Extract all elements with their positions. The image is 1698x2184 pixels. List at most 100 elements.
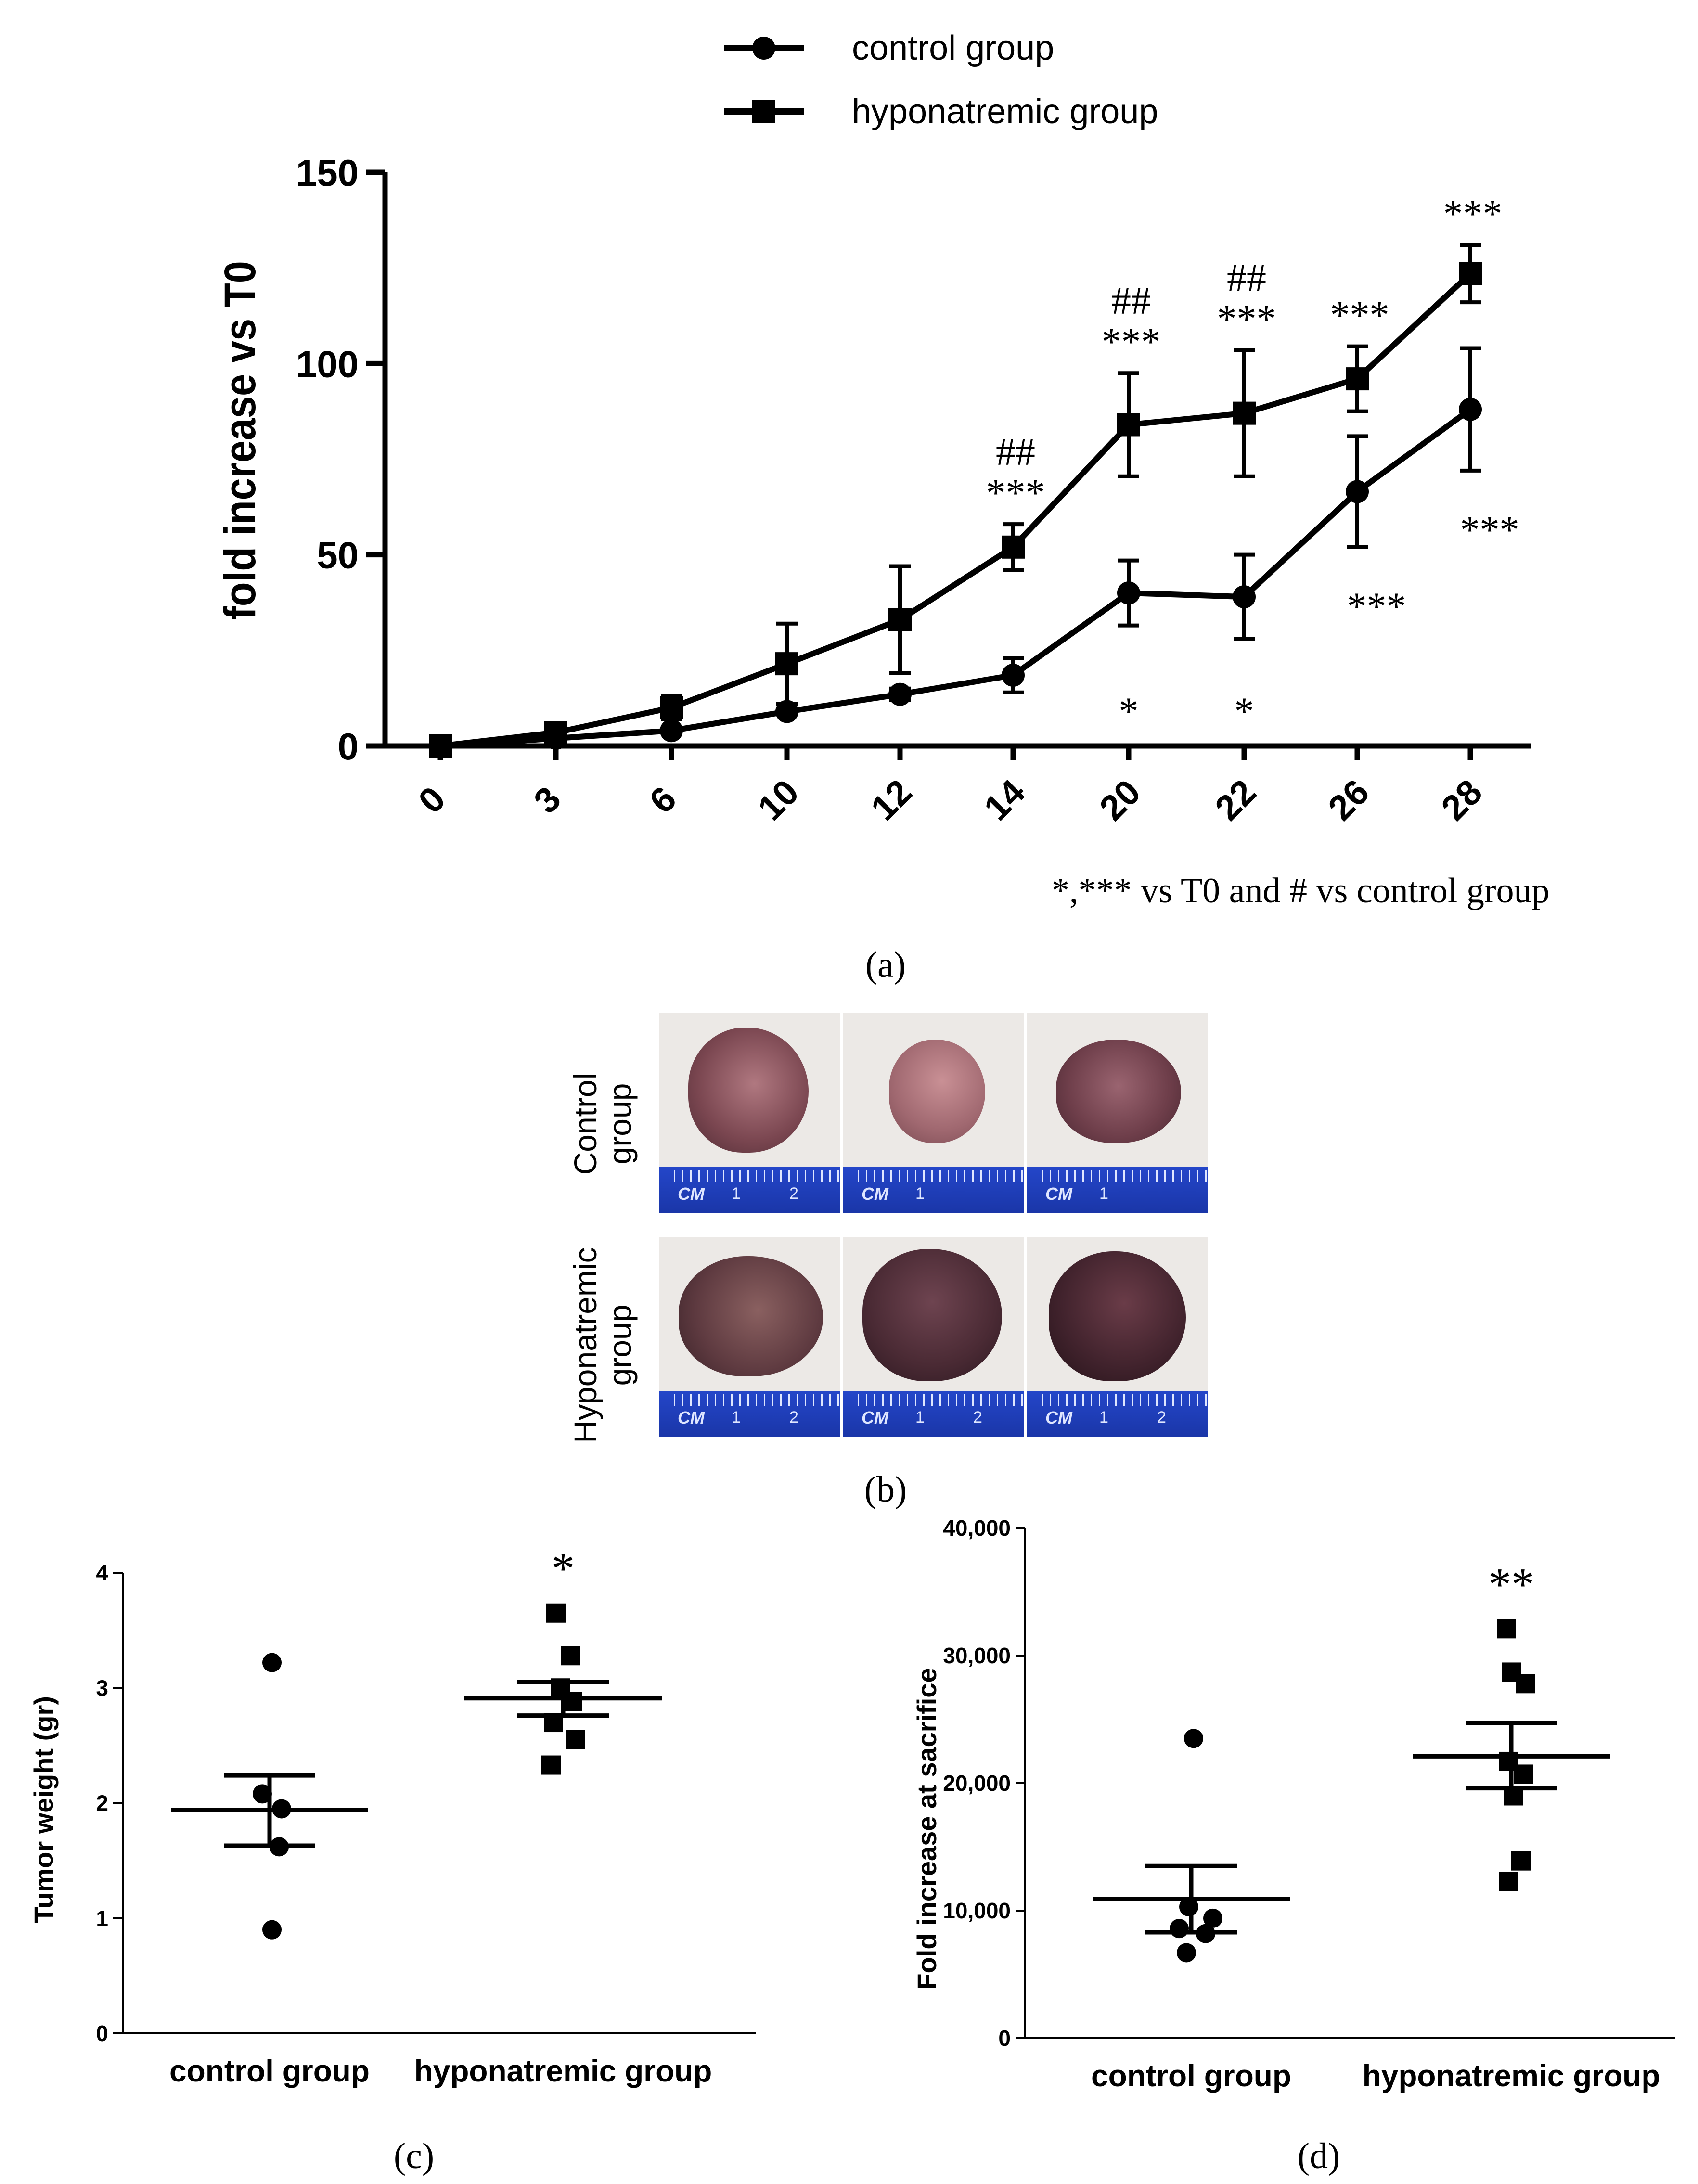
tumor-photo-control-1: CM 1 2 — [659, 1013, 840, 1213]
legend-marker — [752, 100, 775, 123]
ruler-1: 1 — [1099, 1408, 1108, 1426]
significance-mark: *** — [1460, 508, 1519, 552]
data-point-hyponatremic — [1497, 1619, 1516, 1639]
data-point-hyponatremic — [888, 608, 912, 631]
data-point-hyponatremic — [546, 1603, 566, 1623]
panel-c-axes: 0 1 2 3 4 control group hyponatremic group — [96, 1560, 756, 2088]
data-point-control — [1346, 480, 1369, 503]
data-point-control — [1002, 663, 1025, 687]
panel-a-axes: 0 50 100 150 0 3 6 10 12 14 20 22 26 28 — [296, 152, 1531, 828]
panel-a-annotations: ***##***## ***##******* ******* — [986, 192, 1519, 733]
data-point-hyponatremic — [1514, 1764, 1533, 1784]
panel-c-points: * — [171, 1543, 662, 1940]
data-point-hyponatremic — [429, 734, 452, 758]
y-tick-label: 3 — [96, 1675, 108, 1700]
row-label-hypo-line2: group — [602, 1304, 638, 1386]
data-point-control — [1170, 1919, 1189, 1939]
panel-a-label: (a) — [865, 945, 906, 985]
data-point-hyponatremic — [660, 696, 683, 719]
y-tick-label: 150 — [296, 152, 359, 194]
series-line-control — [440, 407, 1472, 749]
tumor-photo-hyponatremic-2: CM 1 2 — [843, 1237, 1024, 1437]
row-label-hypo-line1: Hyponatremic — [567, 1247, 603, 1443]
y-tick-label: 50 — [317, 534, 359, 577]
x-tick-label: 28 — [1434, 772, 1490, 828]
panel-d-axes: 0 10,000 20,000 30,000 40,000 control group hy… — [943, 1516, 1675, 2093]
data-point-hyponatremic — [1511, 1851, 1531, 1871]
data-point-hyponatremic — [1117, 413, 1140, 437]
tumor-photo-hyponatremic-1: CM 1 2 — [659, 1237, 840, 1437]
tumor-photo-hyponatremic-3: CM 1 2 — [1027, 1237, 1208, 1437]
ruler-1: 1 — [732, 1184, 741, 1203]
panel-d-label: (d) — [1298, 2136, 1340, 2176]
panel-a-footnote: *,*** vs T0 and # vs control group — [1052, 871, 1550, 911]
ruler-2: 2 — [973, 1408, 982, 1426]
significance-mark: *** — [1102, 320, 1161, 363]
data-point-hyponatremic — [1002, 535, 1025, 559]
data-point-control — [1177, 1943, 1196, 1963]
ruler-1: 1 — [732, 1408, 741, 1426]
panel-a-legend: control group hyponatremic group — [724, 29, 1158, 131]
data-point-hyponatremic — [561, 1646, 580, 1666]
data-point-hyponatremic — [1499, 1872, 1518, 1891]
y-tick-label: 4 — [96, 1560, 108, 1585]
y-tick-label: 10,000 — [943, 1898, 1011, 1923]
data-point-control — [1203, 1908, 1222, 1928]
data-point-control — [262, 1653, 282, 1672]
ruler-1: 1 — [915, 1184, 925, 1203]
significance-mark: ## — [996, 430, 1035, 474]
significance-mark: ## — [1111, 279, 1151, 322]
data-point-control — [1179, 1897, 1198, 1917]
ruler-cm: CM — [678, 1184, 705, 1204]
data-point-control — [1233, 585, 1256, 609]
data-point-hyponatremic — [544, 721, 567, 745]
y-tick-label: 20,000 — [943, 1771, 1011, 1796]
data-point-hyponatremic — [566, 1730, 585, 1749]
x-tick-label: 14 — [977, 772, 1033, 828]
panel-c-scatter-chart: 0 1 2 3 4 control group hyponatremic group * T… — [28, 1543, 756, 2176]
significance-mark: * — [1119, 689, 1139, 733]
significance-mark: * — [552, 1543, 575, 1594]
legend-marker — [752, 37, 775, 60]
panel-a-y-axis-title: fold increase vs T0 — [215, 261, 265, 619]
ruler-2: 2 — [789, 1184, 798, 1203]
y-tick-label: 100 — [296, 343, 359, 385]
row-label-control-line1: Control — [567, 1072, 603, 1175]
ruler-cm: CM — [678, 1408, 705, 1427]
significance-mark: *** — [986, 471, 1045, 514]
x-tick-label: 22 — [1208, 772, 1264, 828]
significance-mark: ** — [1488, 1558, 1534, 1610]
significance-mark: *** — [1443, 192, 1503, 235]
x-tick-label: 6 — [642, 779, 684, 821]
tumor-photo-control-3: CM 1 — [1027, 1013, 1208, 1213]
panel-d-scatter-chart: 0 10,000 20,000 30,000 40,000 control group hy… — [912, 1516, 1675, 2176]
series-line-hyponatremic — [440, 271, 1473, 749]
data-point-hyponatremic — [541, 1755, 561, 1775]
row-label-hyponatremic: Hyponatremic group — [567, 1232, 640, 1458]
data-point-hyponatremic — [1459, 262, 1482, 285]
x-tick-label: 12 — [863, 772, 920, 828]
ruler-cm: CM — [862, 1408, 888, 1427]
x-tick-label: 3 — [526, 779, 568, 821]
significance-mark: *** — [1347, 584, 1406, 628]
ruler-cm: CM — [1045, 1408, 1072, 1427]
y-tick-label: 2 — [96, 1791, 108, 1816]
panel-d-y-axis-title: Fold increase at sacrifice — [912, 1668, 942, 1990]
x-tick-label: 0 — [411, 779, 453, 821]
data-point-control — [253, 1784, 272, 1804]
y-tick-label: 0 — [998, 2026, 1011, 2051]
ruler-cm: CM — [862, 1184, 888, 1204]
y-tick-label: 40,000 — [943, 1516, 1011, 1541]
significance-mark: *** — [1217, 297, 1276, 341]
data-point-hyponatremic — [775, 652, 798, 676]
x-category-label: hyponatremic group — [1363, 2058, 1660, 2093]
data-point-control — [888, 682, 912, 706]
data-point-hyponatremic — [1516, 1674, 1535, 1694]
data-point-hyponatremic — [1233, 401, 1256, 425]
tumor-photo-control-2: CM 1 — [843, 1013, 1024, 1213]
data-point-hyponatremic — [1346, 367, 1369, 391]
panel-a-series — [429, 243, 1482, 758]
data-point-control — [262, 1920, 282, 1940]
